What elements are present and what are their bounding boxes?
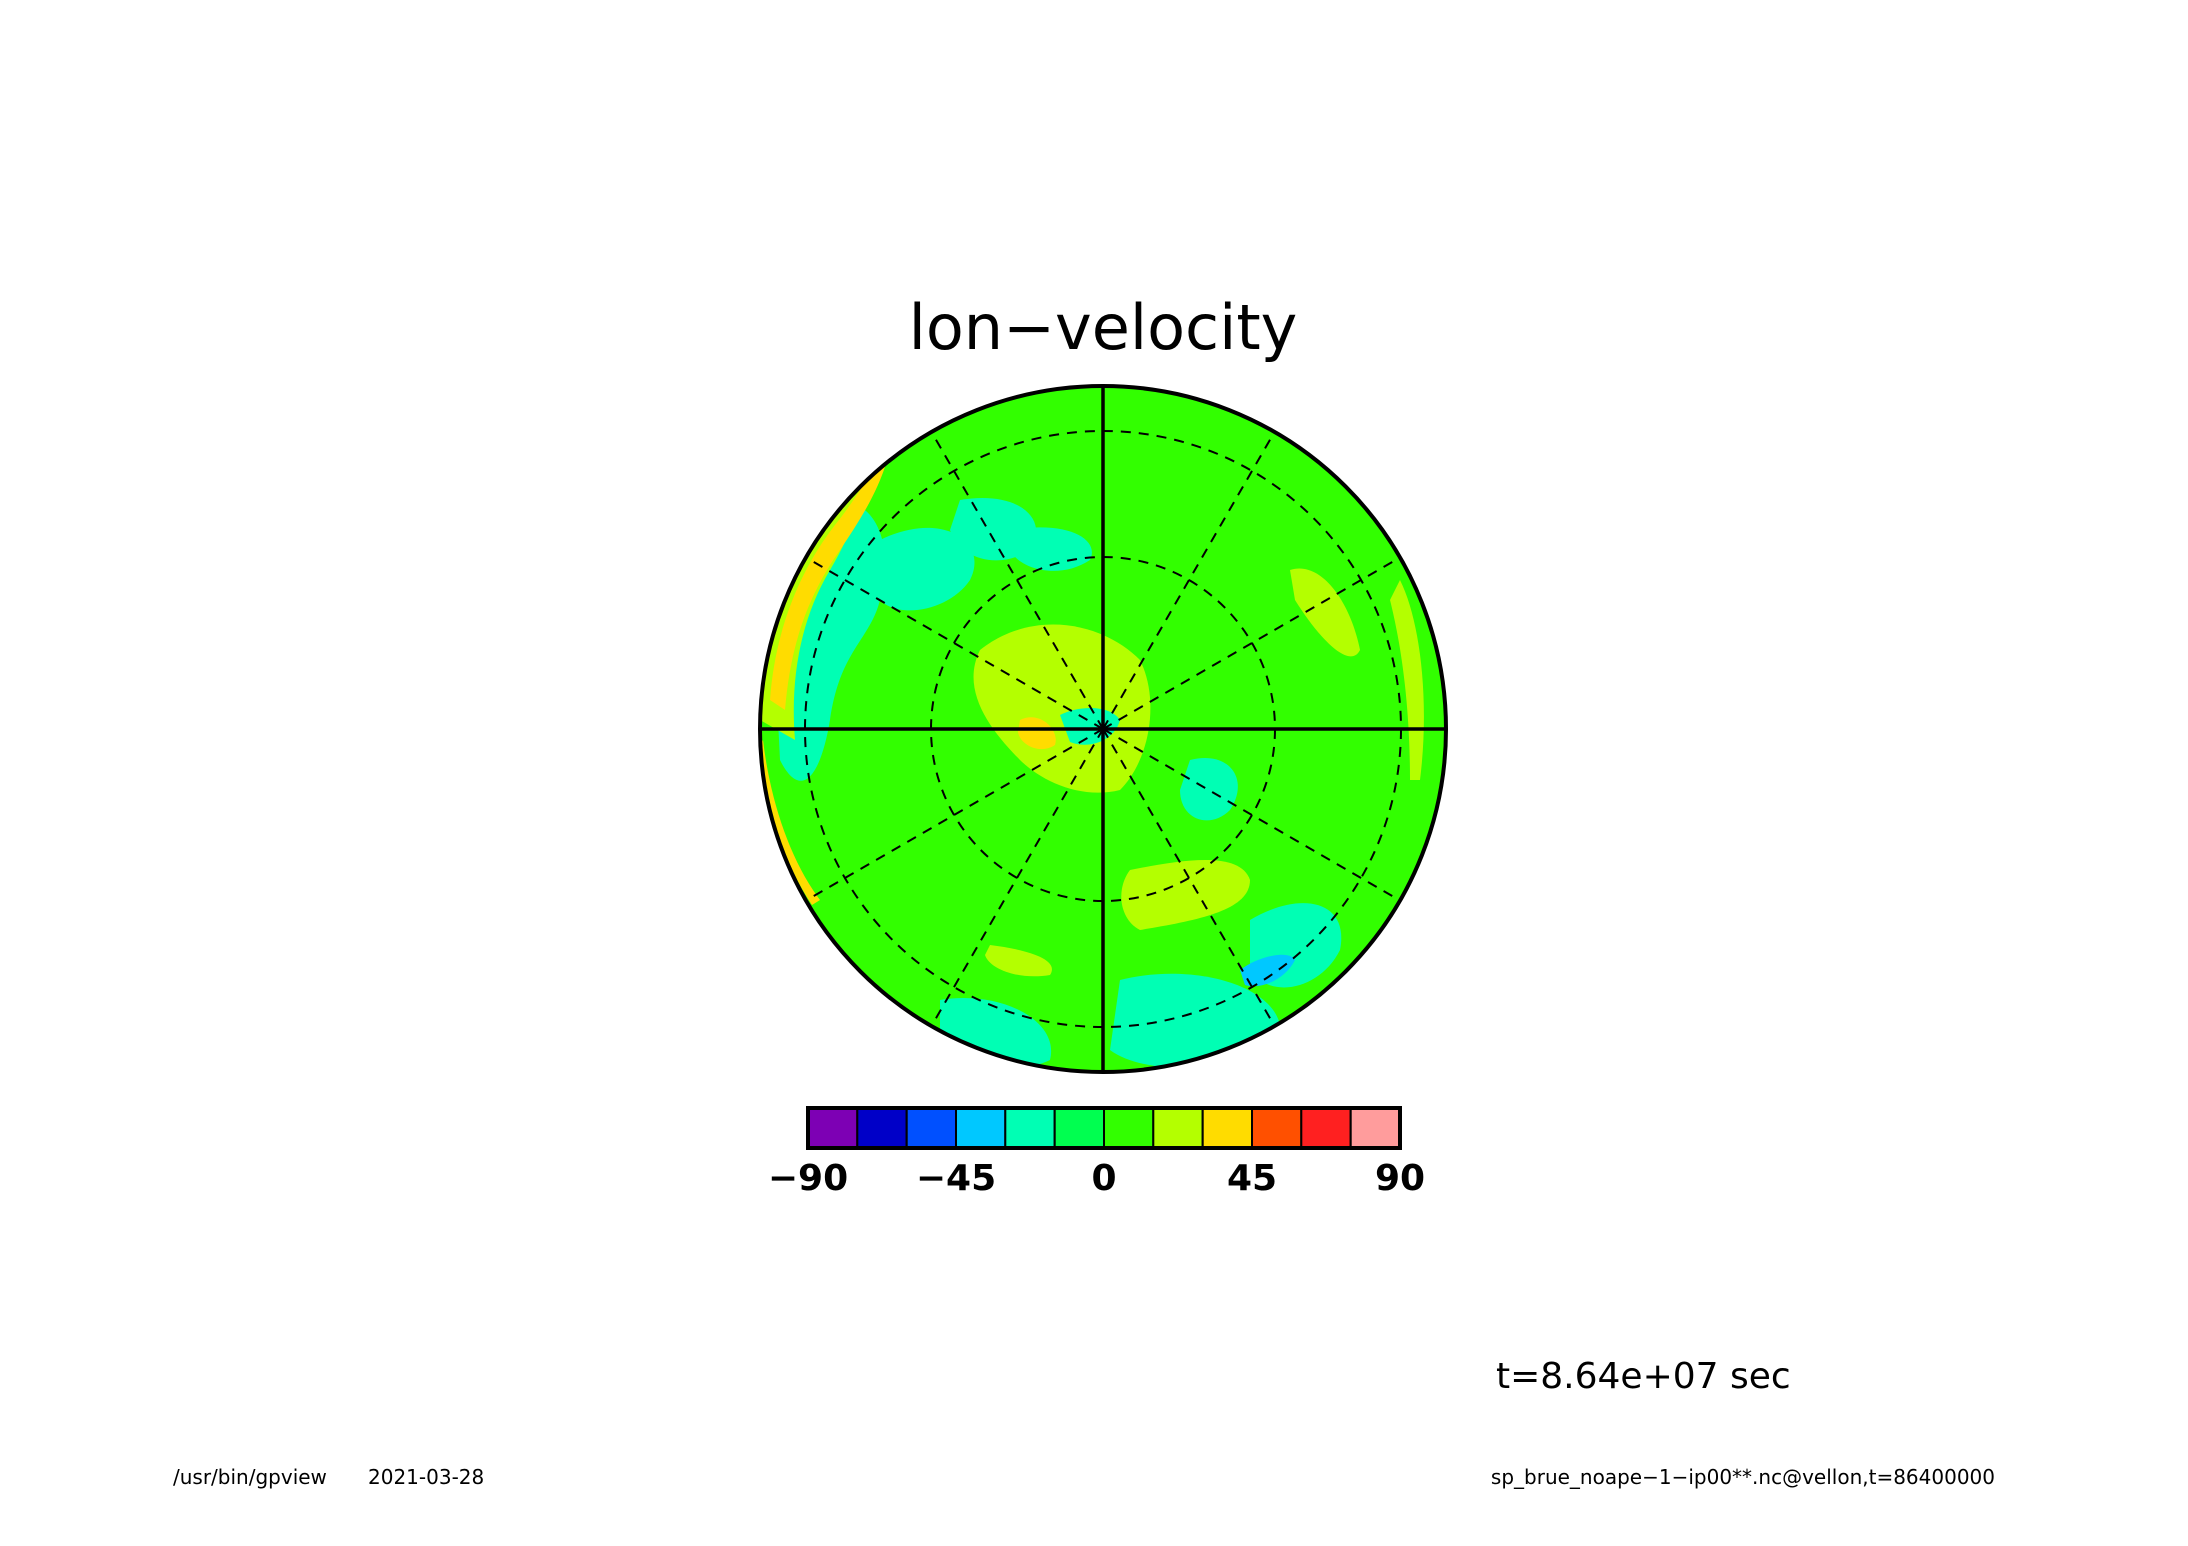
colorbar-ticks: −90 −45 0 45 90 [768,1158,1425,1199]
colorbar-swatch-10 [1300,1107,1352,1149]
field-region-yellowgreen [1290,568,1360,657]
meridian-210 [805,728,1104,902]
field-region-yellowgreen [760,420,900,740]
colorbar-swatch-3 [955,1107,1007,1149]
colorbar-swatch-8 [1201,1107,1253,1149]
meridian-300 [1102,728,1276,1027]
colorbar-swatch-5 [1053,1107,1105,1149]
colorbar-swatch-2 [905,1107,958,1149]
colorbar-swatch-0 [807,1107,859,1149]
colorbar-tick-label: 0 [1091,1158,1116,1199]
field-region-cyan [880,527,975,611]
colorbar-swatch-4 [1004,1107,1056,1149]
footer-date: 2021-03-28 [368,1465,484,1489]
field-region-yellowgreen [985,945,1052,977]
colorbar-swatch-6 [1103,1107,1155,1149]
colorbar-tick-label: 90 [1375,1158,1425,1199]
colorbar-tick-label: −90 [768,1158,848,1199]
meridian-30 [1102,556,1401,730]
field-region-yellow [1018,717,1056,750]
field-region-yellow [770,450,890,710]
meridian-150 [805,556,1104,730]
map-boundary [758,384,1448,1074]
colorbar-swatch-7 [1152,1107,1204,1149]
footer-source: sp_brue_noape−1−ip00**.nc@vellon,t=86400… [1491,1465,1995,1489]
colorbar-tick-label: −45 [916,1158,996,1199]
field-region-cyan-center [1060,708,1120,745]
meridian-330 [1102,728,1401,902]
meridian-120 [930,431,1104,730]
colorbar-swatch-11 [1349,1107,1401,1149]
chart-title: lon−velocity [909,291,1298,364]
colorbar-tick-label: 45 [1227,1158,1277,1199]
meridian-240 [930,728,1104,1027]
colorbar-border [806,1106,1402,1150]
colorbar [806,1106,1402,1150]
meridian-60 [1102,431,1276,730]
map-axes [760,386,1446,1072]
meridian-lines [805,431,1401,1027]
time-label: t=8.64e+07 sec [1496,1356,1791,1397]
field-region-yellowgreen [1121,860,1250,930]
field-region-blue [1240,954,1295,987]
colorbar-swatch-1 [856,1107,908,1149]
field-region-cyan [1180,758,1238,821]
field-region-yellowgreen [973,624,1151,793]
footer-program: /usr/bin/gpview [173,1465,327,1489]
colorbar-swatch-9 [1251,1107,1303,1149]
polar-map [758,384,1448,1074]
